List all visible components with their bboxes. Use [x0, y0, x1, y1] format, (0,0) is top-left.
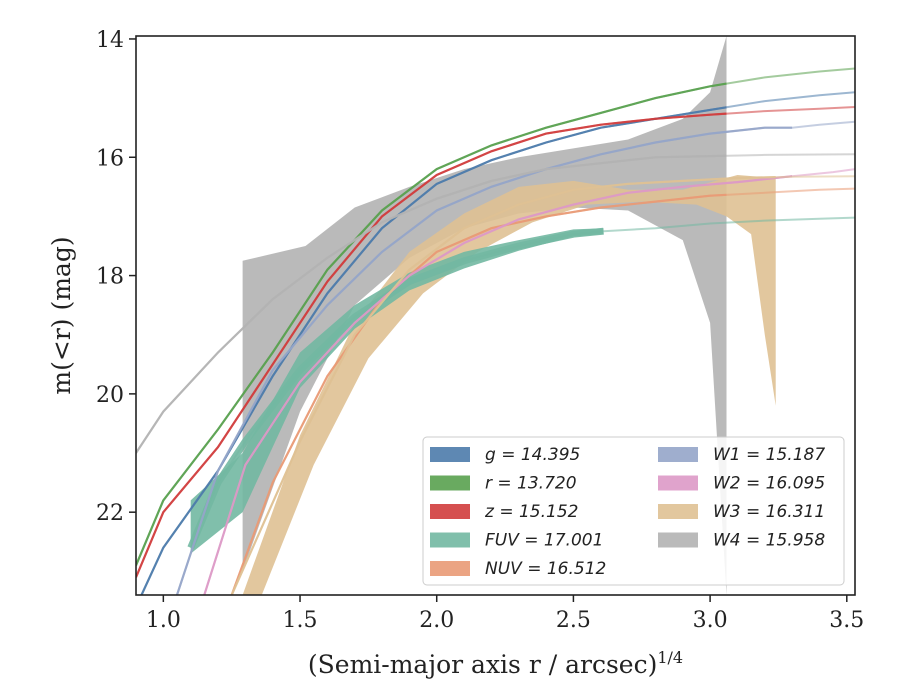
legend-entry-w1: W1 = 15.187	[658, 445, 825, 465]
legend-label: W1 = 15.187	[713, 445, 825, 465]
legend-box	[422, 436, 845, 586]
legend-swatch	[658, 475, 698, 491]
legend-label: W2 = 16.095	[713, 474, 825, 494]
legend-entry-r: r = 13.720	[430, 474, 577, 494]
legend-label: NUV = 16.512	[485, 559, 606, 579]
measured-line-w3	[230, 176, 776, 595]
plot-frame	[135, 35, 856, 596]
legend-label: FUV = 17.001	[485, 531, 603, 551]
y-axis-label: m(<r) (mag)	[47, 236, 76, 394]
legend-entry-w4: W4 = 15.958	[658, 531, 825, 551]
legend-swatch	[430, 475, 470, 491]
band-w4	[242, 36, 727, 595]
y-tick-label: 20	[96, 383, 124, 408]
series-w4	[136, 153, 855, 454]
x-tick-label: 1.5	[283, 608, 318, 633]
measured-line-w1	[175, 126, 793, 595]
legend-label: g = 14.395	[485, 445, 580, 465]
measured-line-z	[136, 112, 727, 578]
legend-entry-w2: W2 = 16.095	[658, 474, 825, 494]
series-r	[136, 67, 855, 566]
legend-entry-g: g = 14.395	[430, 445, 580, 465]
series-w3	[230, 175, 855, 595]
legend-swatch	[430, 447, 470, 462]
measured-line-nuv	[230, 193, 727, 595]
measured-line-r	[136, 82, 727, 566]
legend-entry-nuv: NUV = 16.512	[430, 559, 606, 579]
series-z	[136, 106, 855, 578]
legend-swatch	[430, 504, 470, 519]
legend-entry-fuv: FUV = 17.001	[430, 531, 603, 551]
band-w3	[242, 175, 776, 595]
legend-label: z = 15.152	[484, 502, 578, 522]
x-axis-label: (Semi-major axis r / arcsec)1/4	[308, 648, 683, 679]
legend-swatch	[658, 504, 698, 519]
x-tick-label: 2.0	[419, 608, 454, 633]
series-lines	[136, 67, 855, 595]
x-axis-ticks: 1.0 1.5 2.0 2.5 3.0 3.5	[146, 595, 864, 633]
legend-swatch	[430, 561, 470, 576]
legend-entry-z: z = 15.152	[430, 502, 578, 522]
legend: g = 14.395 r = 13.720 z = 15.152 FUV = 17.0…	[422, 436, 845, 586]
x-tick-label: 2.5	[556, 608, 591, 633]
legend-entry-w3: W3 = 16.311	[658, 502, 825, 522]
y-tick-label: 16	[96, 146, 124, 171]
y-axis-ticks: 14 16 18 20 22	[96, 28, 136, 526]
legend-label: W3 = 16.311	[713, 502, 825, 522]
legend-label: r = 13.720	[485, 474, 577, 494]
measured-line-w4	[136, 154, 727, 454]
measured-line-w2	[203, 175, 793, 595]
y-tick-label: 18	[96, 265, 124, 290]
legend-label: W4 = 15.958	[713, 531, 825, 551]
x-tick-label: 3.5	[829, 608, 864, 633]
x-tick-label: 1.0	[146, 608, 181, 633]
y-tick-label: 14	[96, 28, 124, 53]
legend-swatch	[430, 532, 470, 548]
y-tick-label: 22	[96, 501, 124, 526]
legend-swatch	[658, 447, 698, 462]
x-tick-label: 3.0	[693, 608, 728, 633]
series-nuv	[230, 187, 855, 595]
x-axis-label-exponent: 1/4	[657, 648, 683, 667]
x-axis-label-text: (Semi-major axis r / arcsec)	[308, 650, 657, 679]
legend-swatch	[658, 532, 698, 548]
